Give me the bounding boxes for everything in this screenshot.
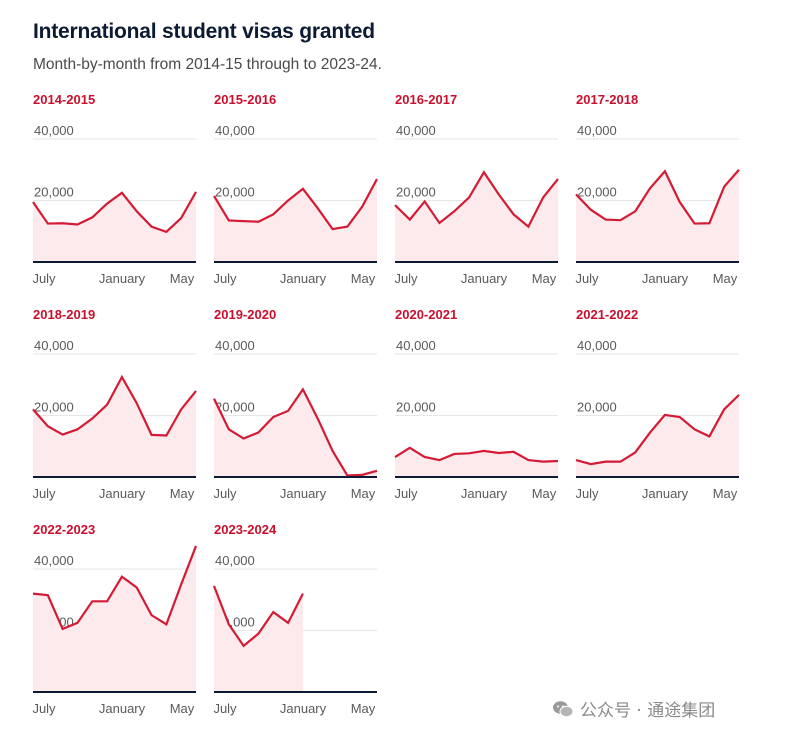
y-tick-label: 20,000 bbox=[34, 400, 74, 415]
series-area bbox=[576, 169, 739, 262]
panel-title: 2021-2022 bbox=[576, 307, 638, 322]
panel-title: 2018-2019 bbox=[33, 307, 95, 322]
y-tick-label: 20,000 bbox=[577, 400, 617, 415]
x-tick-label: May bbox=[351, 271, 376, 286]
y-tick-label: 40,000 bbox=[34, 123, 74, 138]
x-tick-label: July bbox=[32, 701, 56, 716]
x-tick-label: July bbox=[394, 271, 418, 286]
x-tick-label: July bbox=[32, 486, 56, 501]
y-tick-label: 40,000 bbox=[396, 338, 436, 353]
x-tick-label: January bbox=[280, 701, 327, 716]
y-tick-label: 40,000 bbox=[34, 553, 74, 568]
x-tick-label: May bbox=[351, 486, 376, 501]
panel-title: 2015-2016 bbox=[214, 92, 276, 107]
watermark: 公众号 · 通途集团 bbox=[552, 696, 715, 721]
y-tick-label: 40,000 bbox=[34, 338, 74, 353]
x-tick-label: July bbox=[213, 486, 237, 501]
x-tick-label: May bbox=[713, 271, 738, 286]
x-tick-label: January bbox=[99, 271, 146, 286]
series-area bbox=[214, 585, 303, 692]
x-tick-label: July bbox=[575, 271, 599, 286]
series-area bbox=[576, 394, 739, 477]
panel-title: 2019-2020 bbox=[214, 307, 276, 322]
y-tick-label: 20,000 bbox=[34, 185, 74, 200]
x-tick-label: July bbox=[394, 486, 418, 501]
y-tick-label: 40,000 bbox=[577, 123, 617, 138]
x-tick-label: January bbox=[461, 271, 508, 286]
x-tick-label: July bbox=[575, 486, 599, 501]
x-tick-label: May bbox=[170, 701, 195, 716]
x-tick-label: January bbox=[99, 701, 146, 716]
x-tick-label: July bbox=[32, 271, 56, 286]
x-tick-label: January bbox=[280, 486, 327, 501]
x-tick-label: January bbox=[99, 486, 146, 501]
x-tick-label: May bbox=[351, 701, 376, 716]
panel-title: 2020-2021 bbox=[395, 307, 457, 322]
y-tick-label: 40,000 bbox=[396, 123, 436, 138]
series-line bbox=[394, 170, 559, 229]
series-line bbox=[32, 374, 197, 437]
x-tick-label: May bbox=[532, 486, 557, 501]
series-line bbox=[394, 446, 559, 463]
x-tick-label: July bbox=[213, 701, 237, 716]
series-area bbox=[395, 172, 558, 262]
y-tick-label: 40,000 bbox=[215, 338, 255, 353]
y-tick-label: 20,000 bbox=[577, 185, 617, 200]
series-area bbox=[33, 377, 196, 477]
x-tick-label: May bbox=[170, 271, 195, 286]
series-area bbox=[33, 545, 196, 692]
x-tick-label: January bbox=[461, 486, 508, 501]
series-line bbox=[575, 394, 740, 466]
x-tick-label: May bbox=[713, 486, 738, 501]
series-line bbox=[575, 169, 740, 225]
panel-title: 2023-2024 bbox=[214, 522, 277, 537]
page-title: International student visas granted bbox=[33, 20, 375, 43]
x-tick-label: May bbox=[532, 271, 557, 286]
y-tick-label: 20,000 bbox=[215, 400, 255, 415]
x-tick-label: July bbox=[213, 271, 237, 286]
panel-title: 2014-2015 bbox=[33, 92, 95, 107]
y-tick-label: 20,000 bbox=[215, 185, 255, 200]
series-line bbox=[32, 191, 197, 234]
wechat-icon bbox=[553, 700, 574, 717]
watermark-text: 公众号 · 通途集团 bbox=[580, 701, 716, 721]
panel-title: 2022-2023 bbox=[33, 522, 95, 537]
panel-title: 2017-2018 bbox=[576, 92, 638, 107]
y-tick-label: 40,000 bbox=[215, 553, 255, 568]
y-tick-label: 20,000 bbox=[396, 400, 436, 415]
y-tick-label: 40,000 bbox=[577, 338, 617, 353]
x-tick-label: January bbox=[642, 271, 689, 286]
x-tick-label: January bbox=[642, 486, 689, 501]
x-tick-label: January bbox=[280, 271, 327, 286]
series-line bbox=[213, 387, 378, 477]
series-line bbox=[213, 178, 378, 231]
y-tick-label: 20,000 bbox=[396, 185, 436, 200]
series-line bbox=[212, 585, 304, 648]
page-subtitle: Month-by-month from 2014-15 through to 2… bbox=[33, 56, 382, 73]
series-area bbox=[214, 389, 377, 477]
x-tick-label: May bbox=[170, 486, 195, 501]
series-line bbox=[32, 545, 198, 631]
panel-title: 2016-2017 bbox=[395, 92, 457, 107]
series-area bbox=[33, 191, 196, 262]
y-tick-label: 40,000 bbox=[215, 123, 255, 138]
series-area bbox=[214, 178, 377, 262]
